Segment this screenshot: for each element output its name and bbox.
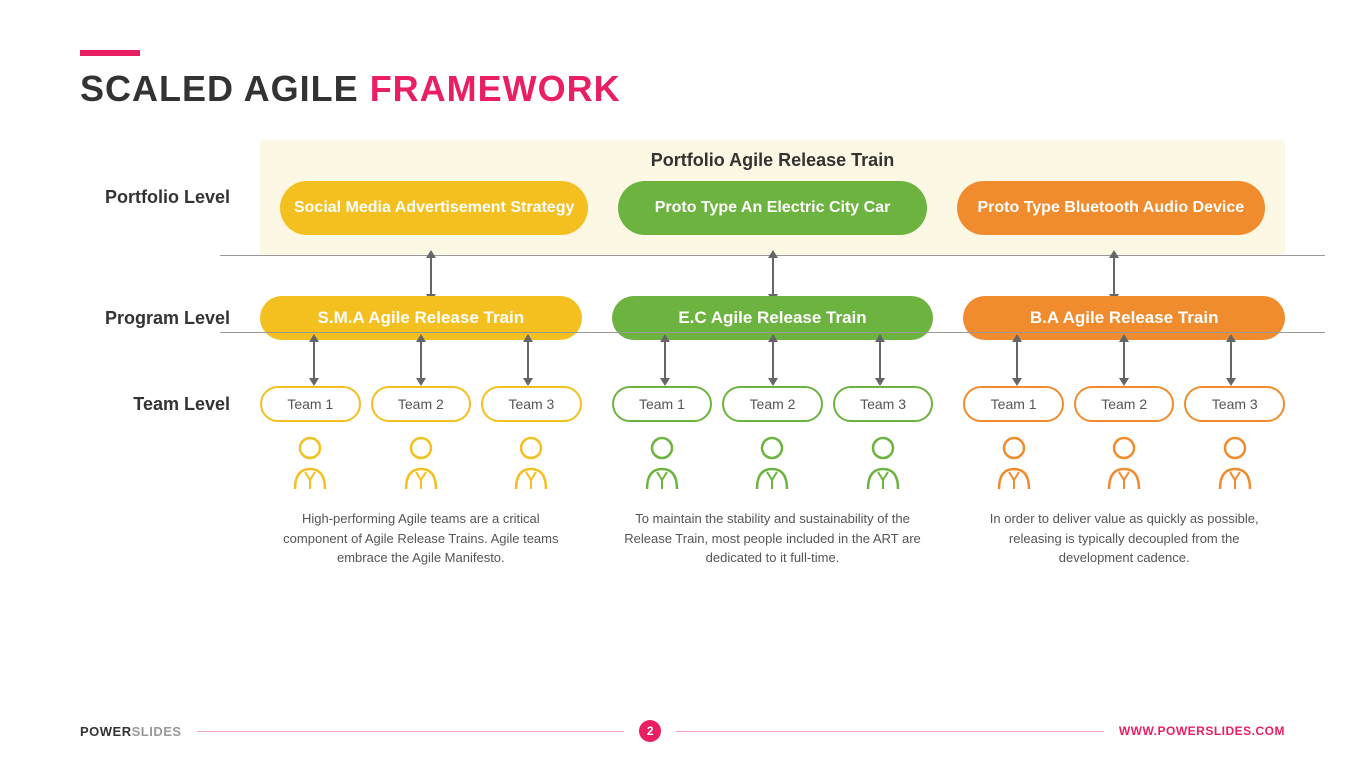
team-box: Team 3 <box>481 386 582 422</box>
portfolio-container: Portfolio Agile Release Train Social Med… <box>260 140 1285 255</box>
portfolio-level-label: Portfolio Level <box>80 187 260 208</box>
person-icon <box>637 434 687 494</box>
footer-url: WWW.POWERSLIDES.COM <box>1119 724 1285 738</box>
people-group-green <box>612 434 934 494</box>
program-level-label: Program Level <box>80 308 260 329</box>
framework-diagram: Portfolio Level Portfolio Agile Release … <box>80 140 1285 568</box>
team-box: Team 1 <box>260 386 361 422</box>
footer-line-right <box>676 731 1104 732</box>
title-part2: FRAMEWORK <box>370 68 621 109</box>
divider-2 <box>220 332 1325 333</box>
team-box: Team 3 <box>1184 386 1285 422</box>
slide-title: SCALED AGILE FRAMEWORK <box>80 68 1285 110</box>
arrow-portfolio-program-2 <box>602 256 944 296</box>
team-group-yellow: Team 1 Team 2 Team 3 <box>260 386 582 422</box>
person-icon <box>989 434 1039 494</box>
footer-brand: POWERSLIDES <box>80 724 182 739</box>
footer-line-left <box>197 731 625 732</box>
person-icon <box>285 434 335 494</box>
description-orange: In order to deliver value as quickly as … <box>963 509 1285 568</box>
arrow-portfolio-program-1 <box>260 256 602 296</box>
person-icon <box>747 434 797 494</box>
person-icon <box>858 434 908 494</box>
portfolio-title: Portfolio Agile Release Train <box>280 150 1265 171</box>
portfolio-pill-ec: Proto Type An Electric City Car <box>618 181 926 235</box>
team-group-orange: Team 1 Team 2 Team 3 <box>963 386 1285 422</box>
title-part1: SCALED AGILE <box>80 68 370 109</box>
arrows-program-team-1 <box>260 340 582 380</box>
team-box: Team 3 <box>833 386 934 422</box>
team-box: Team 1 <box>612 386 713 422</box>
team-group-green: Team 1 Team 2 Team 3 <box>612 386 934 422</box>
description-green: To maintain the stability and sustainabi… <box>612 509 934 568</box>
portfolio-pill-ba: Proto Type Bluetooth Audio Device <box>957 181 1265 235</box>
person-icon <box>1099 434 1149 494</box>
person-icon <box>506 434 556 494</box>
arrows-program-team-3 <box>963 340 1285 380</box>
team-box: Team 2 <box>371 386 472 422</box>
people-group-yellow <box>260 434 582 494</box>
title-accent-bar <box>80 50 140 56</box>
team-box: Team 2 <box>722 386 823 422</box>
description-yellow: High-performing Agile teams are a critic… <box>260 509 582 568</box>
person-icon <box>1210 434 1260 494</box>
team-level-label: Team Level <box>80 394 260 415</box>
person-icon <box>396 434 446 494</box>
arrow-portfolio-program-3 <box>943 256 1285 296</box>
slide-footer: POWERSLIDES 2 WWW.POWERSLIDES.COM <box>80 720 1285 742</box>
people-group-orange <box>963 434 1285 494</box>
page-number: 2 <box>639 720 661 742</box>
portfolio-pill-sma: Social Media Advertisement Strategy <box>280 181 588 235</box>
team-box: Team 2 <box>1074 386 1175 422</box>
arrows-program-team-2 <box>612 340 934 380</box>
team-box: Team 1 <box>963 386 1064 422</box>
